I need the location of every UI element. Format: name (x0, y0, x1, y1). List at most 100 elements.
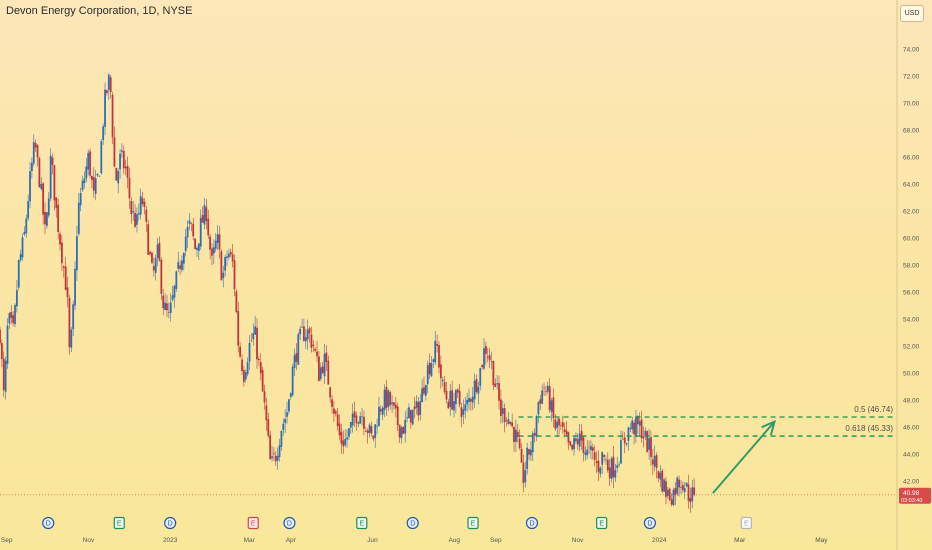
candle-body (556, 421, 559, 428)
candle-body (98, 176, 101, 177)
candle-body (501, 408, 504, 414)
candle-body (81, 180, 84, 191)
event-letter: E (599, 521, 604, 528)
candle-body (396, 406, 399, 426)
earnings-marker[interactable] (740, 516, 752, 530)
x-tick-label: Aug (448, 537, 460, 544)
earnings-marker[interactable] (247, 516, 259, 530)
candle-body (267, 419, 270, 436)
candle-body (44, 211, 46, 225)
candle-body (428, 362, 431, 375)
candle-body (575, 438, 577, 442)
price-badge-countdown: 03:03:40 (901, 498, 922, 504)
candle-body (363, 416, 365, 429)
x-tick-label: Nov (572, 537, 584, 544)
candle-body (496, 383, 499, 385)
x-tick-label: May (815, 537, 828, 544)
candle-body (293, 355, 296, 369)
fib-level-label: 0.618 (45.33) (845, 424, 893, 433)
candle-body (334, 411, 337, 414)
candle-body (182, 253, 185, 264)
candle-body (8, 313, 11, 324)
candle-body (201, 215, 204, 223)
x-tick-label: Apr (286, 537, 297, 544)
candle-body (134, 212, 136, 227)
candle-body (453, 401, 455, 411)
candle-body (288, 399, 290, 412)
earnings-marker[interactable] (113, 516, 125, 530)
y-tick-label: 42.00 (903, 479, 920, 486)
candle-body (51, 157, 54, 165)
earnings-marker[interactable] (467, 516, 479, 530)
earnings-marker[interactable] (356, 516, 368, 530)
candle-body (550, 400, 553, 412)
candle-body (34, 143, 37, 148)
candle-body (314, 348, 317, 351)
candle-body (424, 384, 427, 396)
candle-body (441, 379, 444, 382)
candle-body (12, 315, 15, 323)
candle-body (136, 214, 138, 225)
candle-body (38, 158, 41, 188)
candle-body (319, 367, 322, 379)
candle-body (530, 449, 532, 456)
candle-body (486, 356, 489, 358)
candle-body (74, 268, 76, 306)
candle-body (355, 415, 358, 424)
y-tick-label: 44.00 (903, 452, 920, 459)
currency-button[interactable]: USD (900, 5, 924, 22)
candle-body (372, 435, 375, 439)
candle-body (242, 370, 245, 382)
candle-body (254, 326, 257, 335)
candle-body (14, 304, 16, 325)
candle-body (276, 455, 279, 461)
dividend-marker[interactable] (643, 516, 657, 530)
candle-body (79, 193, 82, 206)
candle-body (333, 408, 335, 414)
candle-body (394, 404, 397, 409)
candle-body (49, 155, 52, 199)
candle-body (432, 359, 435, 362)
candle-body (42, 183, 45, 215)
candle-body (154, 258, 157, 273)
dividend-marker[interactable] (164, 516, 177, 530)
candle-body (492, 361, 495, 386)
candle-body (171, 295, 174, 300)
candle-body (571, 444, 574, 450)
candle-body (209, 236, 212, 250)
event-letter: E (744, 521, 749, 528)
candle-body (61, 242, 63, 264)
candle-body (618, 464, 620, 465)
price-badge (899, 487, 931, 504)
candle-body (126, 165, 129, 178)
dividend-marker[interactable] (283, 516, 296, 530)
candle-body (511, 422, 514, 427)
dividend-marker[interactable] (525, 516, 539, 530)
candle-body (678, 479, 681, 488)
candle-body (515, 429, 517, 442)
candle-body (481, 365, 484, 368)
candle-body (177, 262, 180, 269)
y-tick-label: 70.00 (903, 101, 920, 108)
candle-body (648, 438, 650, 450)
candle-body (379, 409, 382, 412)
candle-body (430, 362, 433, 377)
candle-body (588, 447, 590, 449)
candle-body (299, 328, 302, 335)
candle-body (573, 437, 575, 450)
candle-body (576, 439, 579, 445)
earnings-marker[interactable] (596, 516, 608, 530)
candle-body (331, 399, 333, 407)
candle-body (370, 426, 373, 434)
dividend-marker[interactable] (406, 516, 419, 530)
candle-body (524, 470, 527, 483)
candle-body (70, 329, 73, 348)
candle-body (595, 461, 598, 463)
dividend-marker[interactable] (42, 516, 55, 530)
projection-arrow-head (761, 419, 777, 436)
candle-body (528, 448, 530, 455)
candle-body (409, 410, 412, 423)
candle-body (117, 171, 120, 184)
candle-body (304, 337, 307, 342)
